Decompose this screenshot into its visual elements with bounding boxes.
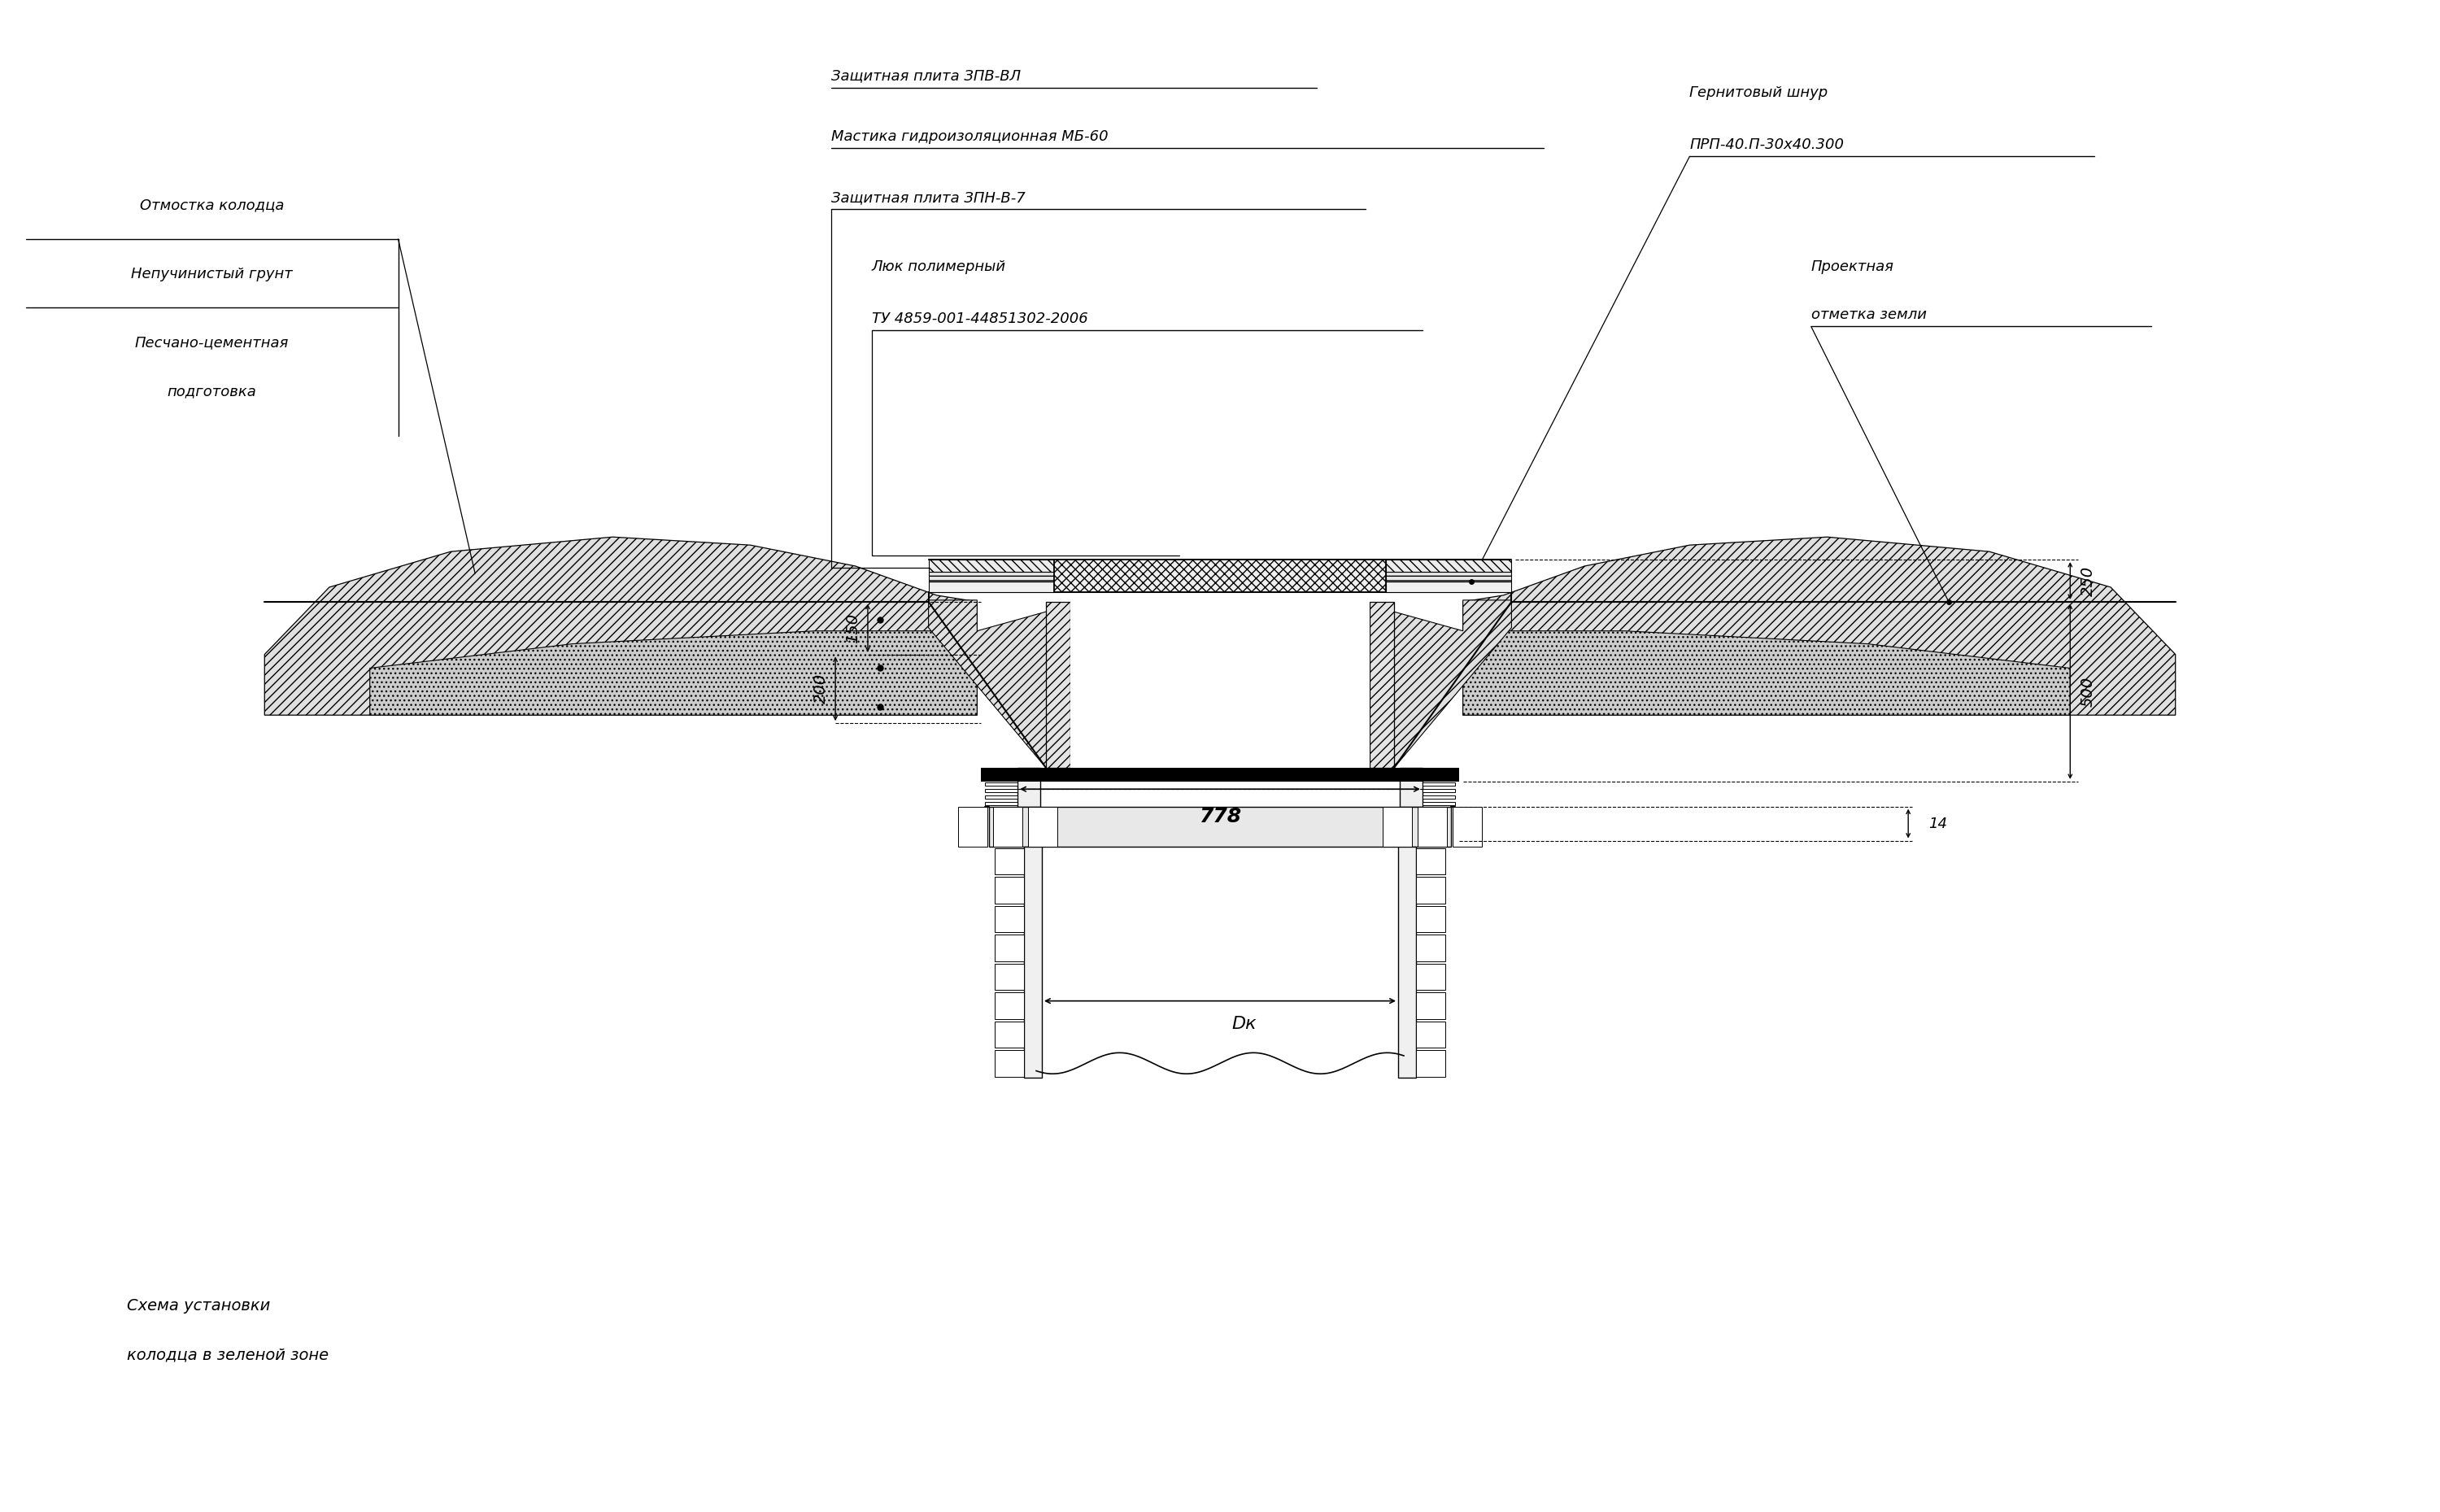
Bar — [1369, 602, 1393, 768]
Bar — [1386, 559, 1510, 572]
Text: Мастика гидроизоляционная МБ-60: Мастика гидроизоляционная МБ-60 — [832, 130, 1108, 144]
Bar — [996, 1022, 1025, 1048]
Bar — [1054, 559, 1386, 593]
Polygon shape — [264, 537, 976, 715]
Text: Люк полимерный: Люк полимерный — [871, 259, 1005, 274]
Bar — [1423, 776, 1454, 780]
Bar — [988, 806, 1452, 847]
Bar — [1423, 770, 1454, 773]
Bar — [981, 768, 1459, 782]
Bar — [1423, 795, 1454, 798]
Bar — [1025, 847, 1042, 1078]
Text: Схема установки: Схема установки — [127, 1299, 271, 1314]
Bar — [986, 789, 1017, 792]
Bar — [996, 906, 1025, 933]
Text: Защитная плита ЗПВ-ВЛ: Защитная плита ЗПВ-ВЛ — [832, 70, 1020, 83]
Text: 14: 14 — [1928, 816, 1947, 832]
Bar — [1452, 806, 1481, 847]
Bar — [996, 877, 1025, 904]
Polygon shape — [1464, 631, 2069, 715]
Text: 150: 150 — [847, 612, 861, 643]
Bar — [1415, 877, 1444, 904]
Bar — [986, 770, 1017, 773]
Polygon shape — [371, 631, 976, 715]
Bar — [1071, 602, 1369, 768]
Bar — [1027, 806, 1057, 847]
Text: Гернитовый шнур: Гернитовый шнур — [1688, 85, 1828, 100]
Bar — [996, 963, 1025, 990]
Bar — [986, 776, 1017, 780]
Text: Непучинистый грунт: Непучинистый грунт — [132, 266, 293, 281]
Text: Dк: Dк — [1232, 1016, 1257, 1031]
Text: колодца в зеленой зоне: колодца в зеленой зоне — [127, 1347, 329, 1362]
Text: подготовка: подготовка — [168, 384, 256, 399]
Bar — [993, 806, 1022, 847]
Polygon shape — [930, 600, 1071, 768]
Bar — [959, 806, 988, 847]
Bar — [1423, 782, 1454, 786]
Bar — [1386, 572, 1510, 582]
Polygon shape — [1464, 537, 2176, 715]
Bar — [996, 934, 1025, 962]
Text: 200: 200 — [813, 674, 830, 705]
Bar — [1415, 1022, 1444, 1048]
Bar — [986, 795, 1017, 798]
Text: ТУ 4859-001-44851302-2006: ТУ 4859-001-44851302-2006 — [871, 311, 1088, 327]
Bar — [1383, 806, 1413, 847]
Bar — [986, 782, 1017, 786]
Bar — [1415, 992, 1444, 1019]
Bar — [930, 582, 1054, 593]
Bar — [996, 1051, 1025, 1077]
Bar — [996, 848, 1025, 875]
Bar — [1398, 847, 1415, 1078]
Text: Проектная: Проектная — [1810, 259, 1893, 274]
Bar — [1415, 963, 1444, 990]
Text: отметка земли: отметка земли — [1810, 308, 1928, 322]
Bar — [1415, 934, 1444, 962]
Bar — [1415, 848, 1444, 875]
Bar — [1042, 847, 1398, 1078]
Text: 500: 500 — [2081, 676, 2096, 706]
Bar — [1047, 602, 1071, 768]
Text: 250: 250 — [2081, 565, 2096, 596]
Bar — [930, 559, 1054, 572]
Bar — [996, 992, 1025, 1019]
Bar — [1386, 582, 1510, 593]
Bar — [1017, 768, 1039, 806]
Text: ПРП-40.П-30х40.300: ПРП-40.П-30х40.300 — [1688, 138, 1845, 153]
Bar — [1401, 768, 1423, 806]
Bar — [930, 572, 1054, 582]
Bar — [1039, 768, 1401, 806]
Bar — [1423, 789, 1454, 792]
Text: Защитная плита ЗПН-В-7: Защитная плита ЗПН-В-7 — [832, 191, 1025, 206]
Text: Отмостка колодца: Отмостка колодца — [139, 198, 283, 212]
Bar — [1418, 806, 1447, 847]
Bar — [1415, 906, 1444, 933]
Bar — [1423, 801, 1454, 806]
Text: 778: 778 — [1198, 807, 1242, 827]
Polygon shape — [1369, 600, 1510, 768]
Bar — [986, 801, 1017, 806]
Text: Песчано-цементная: Песчано-цементная — [134, 336, 288, 349]
Bar — [1415, 1051, 1444, 1077]
